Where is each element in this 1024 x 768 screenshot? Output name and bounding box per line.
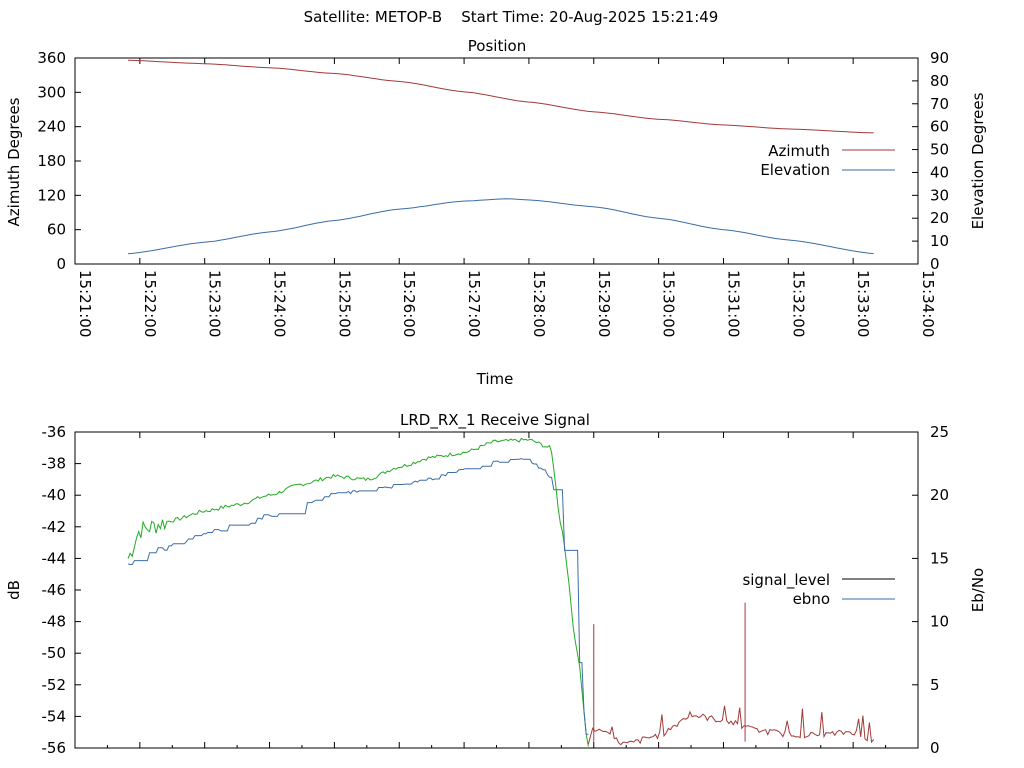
x-tick-label: 15:33:00 (854, 270, 872, 337)
x-tick-label: 15:25:00 (335, 270, 353, 337)
x-tick-label: 15:32:00 (789, 270, 807, 337)
y2-tick-label: 10 (930, 613, 949, 631)
legend-label-elevation: Elevation (760, 161, 830, 179)
signal-legend: signal_level ebno (742, 571, 895, 608)
y2-tick-label: 20 (930, 209, 949, 227)
y-tick-label: -46 (42, 581, 67, 599)
series-line-ebno (127, 458, 589, 735)
y2-tick-label: 70 (930, 95, 949, 113)
page-title: Satellite: METOP-B Start Time: 20-Aug-20… (304, 8, 719, 26)
y2-tick-label: 50 (930, 141, 949, 159)
y-tick-label: -44 (42, 549, 67, 567)
position-tick-group: 15:21:00 15:22:00 15:23:00 15:24:00 15:25:00… (37, 49, 949, 337)
legend-label-ebno: ebno (793, 590, 830, 608)
series-line-azimuth (127, 59, 874, 134)
y-tick-label: -38 (42, 455, 67, 473)
y2-tick-label: 0 (930, 739, 940, 757)
y-tick-label: -54 (42, 707, 67, 725)
signal-plot-frame (74, 431, 919, 749)
series-line-signal-level (127, 437, 589, 747)
y2-tick-label: 25 (930, 423, 949, 441)
x-tick-label: 15:23:00 (206, 270, 224, 337)
y-tick-label: 120 (37, 186, 66, 204)
y2-tick-label: 30 (930, 186, 949, 204)
y-tick-label: -50 (42, 644, 67, 662)
y-tick-label: -52 (42, 676, 67, 694)
y2-tick-label: 80 (930, 72, 949, 90)
y-tick-label: 300 (37, 83, 66, 101)
legend-label-azimuth: Azimuth (768, 142, 830, 160)
position-series-group (127, 59, 874, 255)
y-tick-label: 360 (37, 49, 66, 67)
x-tick-label: 15:31:00 (724, 270, 742, 337)
position-y2-axis-label: Elevation Degrees (969, 92, 987, 229)
position-chart: Position 15:21:00 15:22:00 15:23:00 15:24:0… (5, 37, 987, 388)
signal-chart: LRD_RX_1 Receive Signal -56-54-52-50-48-… (5, 411, 987, 757)
position-y-axis-label: Azimuth Degrees (5, 97, 23, 226)
signal-y-axis-label: dB (5, 580, 23, 600)
y-tick-label: -42 (42, 518, 67, 536)
x-tick-label: 15:27:00 (465, 270, 483, 337)
x-tick-label: 15:28:00 (530, 270, 548, 337)
x-tick-label: 15:34:00 (919, 270, 937, 337)
signal-chart-title: LRD_RX_1 Receive Signal (400, 411, 590, 430)
y2-tick-label: 20 (930, 486, 949, 504)
position-chart-title: Position (468, 37, 526, 55)
signal-series-group (127, 437, 875, 747)
y-tick-label: -36 (42, 423, 67, 441)
y-tick-label: -56 (42, 739, 67, 757)
y2-tick-label: 0 (930, 255, 940, 273)
legend-label-signal-level: signal_level (742, 571, 830, 590)
x-tick-label: 15:21:00 (76, 270, 94, 337)
y-tick-label: 60 (47, 221, 66, 239)
y2-tick-label: 15 (930, 549, 949, 567)
y-tick-label: 240 (37, 118, 66, 136)
y-tick-label: 0 (56, 255, 66, 273)
y-tick-label: -48 (42, 613, 67, 631)
x-tick-label: 15:30:00 (660, 270, 678, 337)
y2-tick-label: 40 (930, 163, 949, 181)
position-legend: Azimuth Elevation (760, 142, 895, 179)
signal-tick-group: -56 -54 -52 -50 -48 -46 -44 -42 -40 -38 -36 0 5 10 15 2… (42, 423, 950, 757)
y-tick-label: 180 (37, 152, 66, 170)
x-tick-label: 15:24:00 (271, 270, 289, 337)
series-line-elevation (127, 198, 874, 255)
x-tick-label: 15:22:00 (141, 270, 159, 337)
x-tick-label: 15:29:00 (595, 270, 613, 337)
y2-tick-label: 60 (930, 118, 949, 136)
series-line-ebno-low (587, 705, 875, 746)
y2-tick-label: 90 (930, 49, 949, 67)
y-tick-label: -40 (42, 486, 67, 504)
x-tick-label: 15:26:00 (400, 270, 418, 337)
y2-tick-label: 5 (930, 676, 940, 694)
signal-y2-axis-label: Eb/No (969, 568, 987, 612)
position-x-axis-label: Time (476, 370, 514, 388)
y2-tick-label: 10 (930, 232, 949, 250)
